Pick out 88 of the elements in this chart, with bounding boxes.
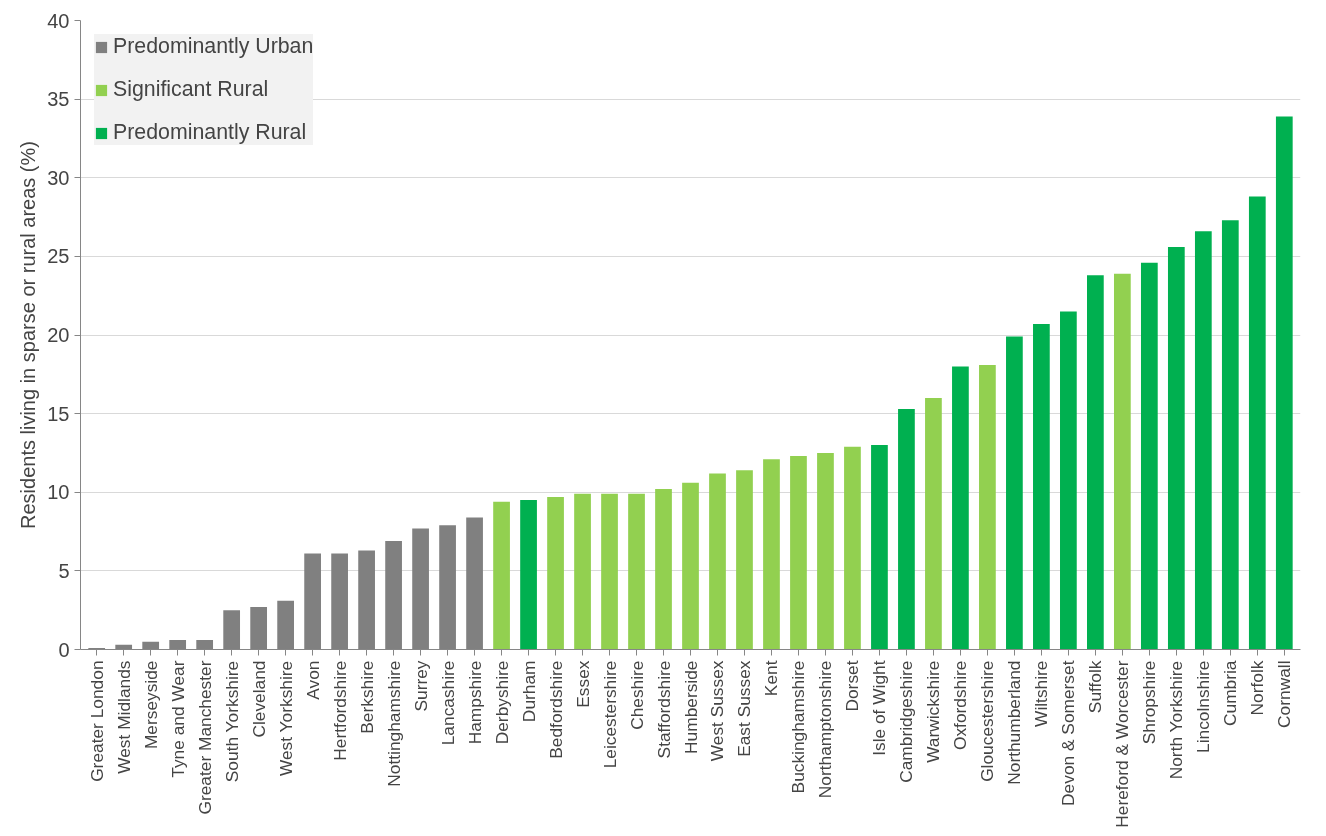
y-tick-label: 0: [58, 638, 70, 661]
x-tick-label: Essex: [572, 660, 593, 708]
x-tick-label: East Sussex: [734, 660, 755, 757]
bar: [898, 408, 915, 650]
x-tick-label: Lancashire: [437, 660, 458, 746]
x-tick-label: Cheshire: [626, 660, 647, 730]
y-tick-label: 20: [47, 324, 70, 346]
x-tick-label: Cumbria: [1220, 660, 1241, 726]
y-axis-title: Residents living in sparse or rural areas (%): [17, 141, 40, 529]
x-tick-label: Avon: [302, 660, 323, 700]
x-tick-label: North Yorkshire: [1166, 660, 1187, 780]
bar: [520, 500, 537, 650]
x-tick-label: Buckinghamshire: [788, 660, 809, 794]
bar: [1006, 336, 1023, 650]
bar: [844, 446, 861, 650]
y-tick-label: 25: [47, 245, 70, 268]
x-tick-label: Norfolk: [1247, 660, 1268, 716]
x-tick-label: Leicestershire: [599, 660, 620, 769]
y-tick-label: 5: [58, 559, 70, 582]
bar: [1221, 220, 1239, 650]
bar: [1140, 262, 1158, 650]
bar: [493, 501, 510, 650]
x-tick-label: Hereford & Worcester: [1112, 660, 1133, 828]
bar: [1033, 323, 1050, 650]
bar: [1275, 116, 1293, 650]
bar: [817, 452, 834, 650]
y-tick-label: 15: [47, 402, 70, 425]
bar: [655, 489, 672, 650]
x-tick-label: Kent: [761, 660, 782, 697]
bar: [763, 459, 780, 650]
x-tick-label: Hampshire: [464, 660, 485, 745]
x-tick-label: West Sussex: [707, 660, 728, 762]
x-tick-label: Northumberland: [1004, 660, 1025, 785]
x-tick-label: Greater London: [86, 660, 107, 782]
bar: [952, 366, 969, 650]
x-tick-label: Berkshire: [356, 660, 377, 734]
x-tick-label: Bedfordshire: [545, 660, 566, 759]
x-tick-label: Cambridgeshire: [896, 660, 917, 783]
x-tick-label: Surrey: [410, 660, 431, 712]
y-tick-label: 30: [47, 166, 70, 189]
y-tick-label: 40: [47, 9, 70, 32]
bar: [871, 445, 888, 650]
x-tick-label: Hertfordshire: [329, 660, 350, 761]
x-tick-label: Devon & Somerset: [1058, 660, 1079, 806]
bar: [1060, 311, 1077, 650]
x-tick-label: Oxfordshire: [950, 660, 971, 751]
x-tick-label: Isle of Wight: [869, 660, 890, 756]
bar: [790, 456, 807, 650]
legend-label: Predominantly Rural: [113, 120, 307, 145]
x-tick-label: Dorset: [842, 660, 863, 712]
legend-label: Predominantly Urban: [113, 34, 314, 59]
bar: [736, 470, 753, 650]
x-tick-label: Tyne and Wear: [167, 660, 188, 778]
x-tick-label: Suffolk: [1085, 660, 1106, 714]
bar: [547, 496, 564, 650]
x-tick-label: Wiltshire: [1031, 660, 1052, 727]
legend-label: Significant Rural: [113, 77, 269, 102]
bar: [1167, 246, 1185, 650]
bar: [1113, 273, 1131, 650]
x-tick-label: Cleveland: [248, 660, 269, 738]
x-tick-label: South Yorkshire: [221, 660, 242, 783]
x-tick-label: Humberside: [680, 660, 701, 754]
bar: [1248, 196, 1266, 650]
x-tick-label: Lincolnshire: [1193, 660, 1214, 753]
x-tick-label: Shropshire: [1139, 660, 1160, 745]
x-tick-label: Nottinghamshire: [383, 660, 404, 787]
y-tick-label: 35: [47, 88, 70, 111]
bar: [601, 493, 618, 650]
x-tick-label: Cornwall: [1274, 660, 1295, 728]
y-tick-label: 10: [47, 481, 70, 504]
bar: [628, 493, 645, 650]
x-tick-label: Gloucestershire: [977, 660, 998, 782]
x-tick-label: Durham: [518, 660, 539, 723]
x-tick-label: Merseyside: [140, 660, 161, 750]
x-tick-label: Greater Manchester: [194, 660, 215, 815]
x-tick-label: Staffordshire: [653, 660, 674, 759]
bar: [1194, 231, 1212, 650]
bar: [709, 473, 726, 650]
bar: [1087, 275, 1104, 650]
x-tick-label: Warwickshire: [923, 660, 944, 763]
bar: [574, 493, 591, 650]
x-tick-label: Northamptonshire: [815, 660, 836, 799]
x-tick-label: West Yorkshire: [275, 660, 296, 777]
bar: [925, 397, 942, 650]
x-tick-label: West Midlands: [113, 660, 134, 774]
x-tick-label: Derbyshire: [491, 660, 512, 745]
bar: [682, 482, 699, 650]
bar: [979, 364, 996, 650]
